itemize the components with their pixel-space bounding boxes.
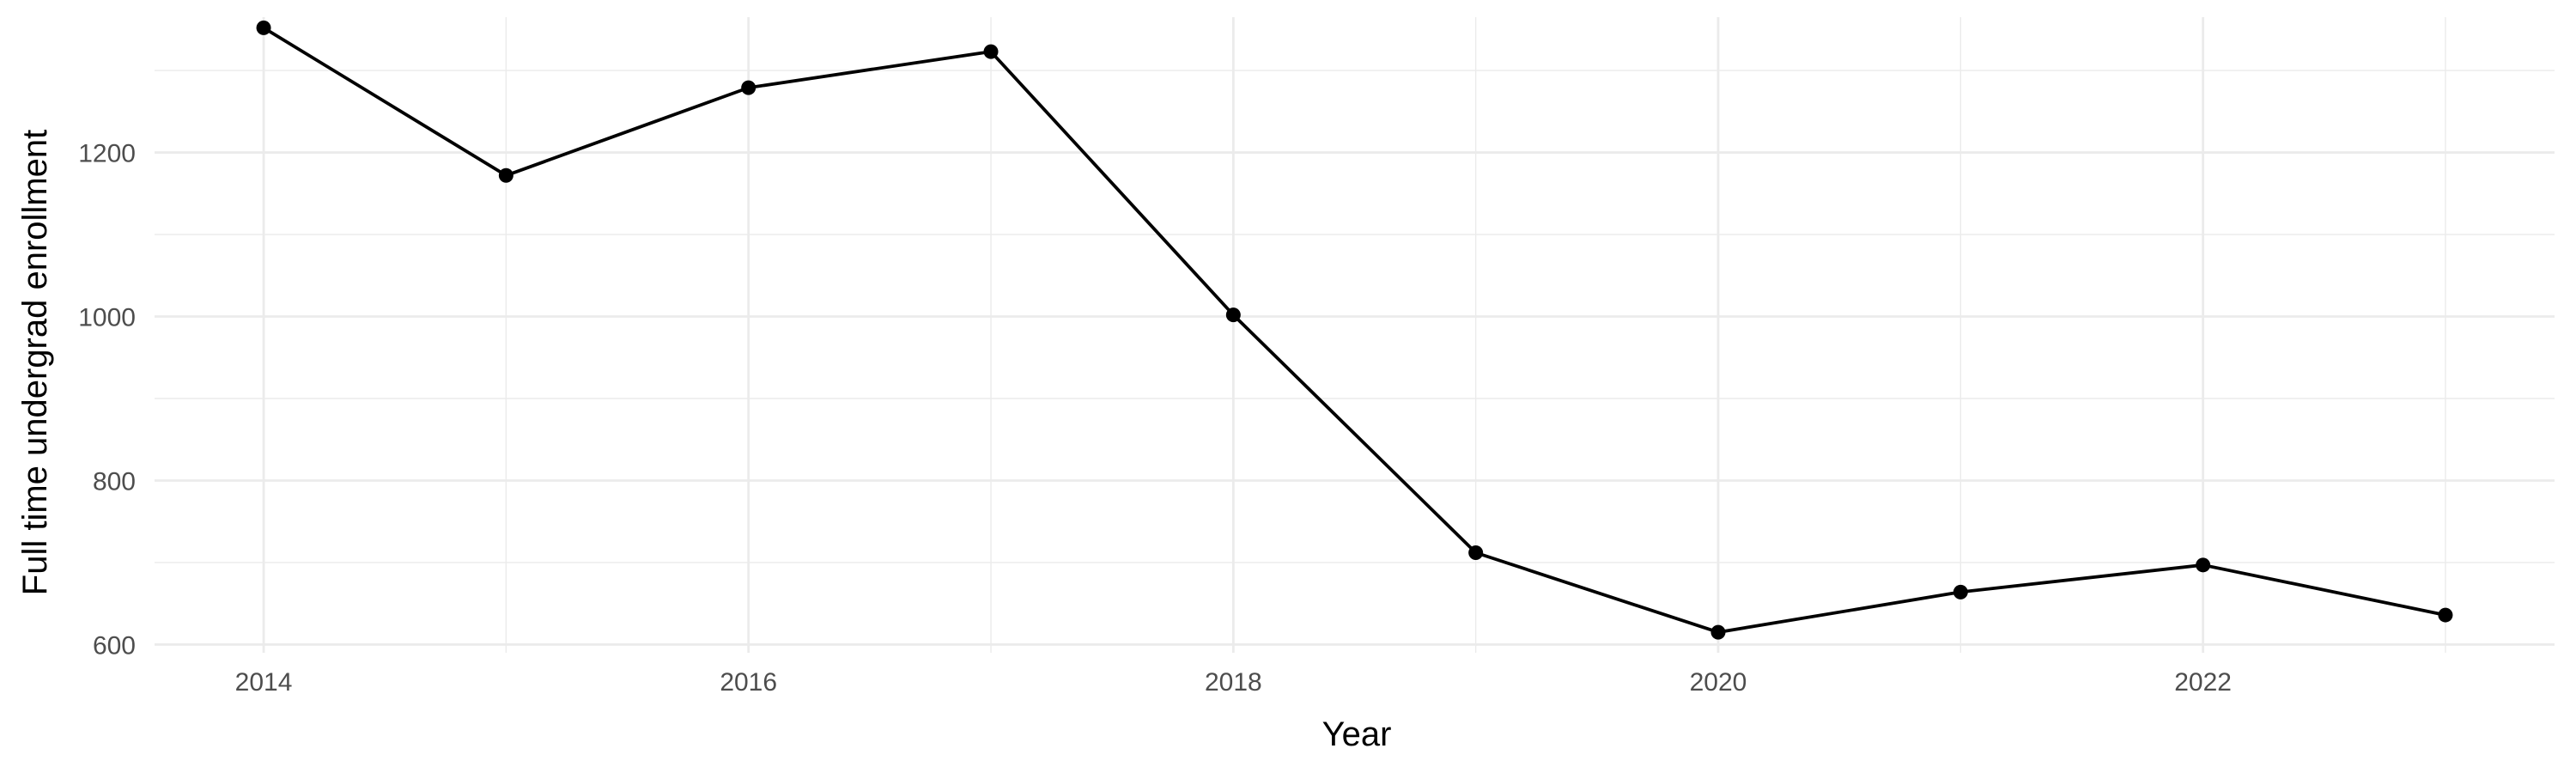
data-point <box>256 20 271 35</box>
data-point <box>498 167 513 183</box>
data-point <box>1468 545 1484 561</box>
y-axis-title: Full time undergrad enrollment <box>16 130 54 595</box>
major-gridlines <box>155 17 2555 653</box>
x-axis-title: Year <box>1322 715 1392 753</box>
y-axis-tick-labels: 600 800 1000 1200 <box>78 140 136 660</box>
data-point <box>741 80 756 95</box>
series-line <box>263 26 2446 634</box>
data-point <box>2196 557 2211 573</box>
data-point <box>983 44 999 59</box>
x-axis-tick-labels: 2014 2016 2018 2020 2022 <box>235 668 2232 697</box>
x-tick-label: 2022 <box>2174 668 2232 697</box>
x-tick-label: 2016 <box>720 668 777 697</box>
x-tick-label: 2014 <box>235 668 293 697</box>
y-tick-label: 800 <box>93 467 136 496</box>
x-tick-label: 2020 <box>1690 668 1747 697</box>
y-tick-label: 1000 <box>78 304 136 332</box>
minor-gridlines <box>155 17 2555 653</box>
data-point <box>1953 584 1968 600</box>
data-point <box>1710 624 1726 640</box>
y-tick-label: 1200 <box>78 140 136 168</box>
data-points <box>256 20 2453 640</box>
x-tick-label: 2018 <box>1205 668 1262 697</box>
y-tick-label: 600 <box>93 631 136 660</box>
data-point <box>1225 307 1241 323</box>
data-point <box>2438 607 2453 623</box>
